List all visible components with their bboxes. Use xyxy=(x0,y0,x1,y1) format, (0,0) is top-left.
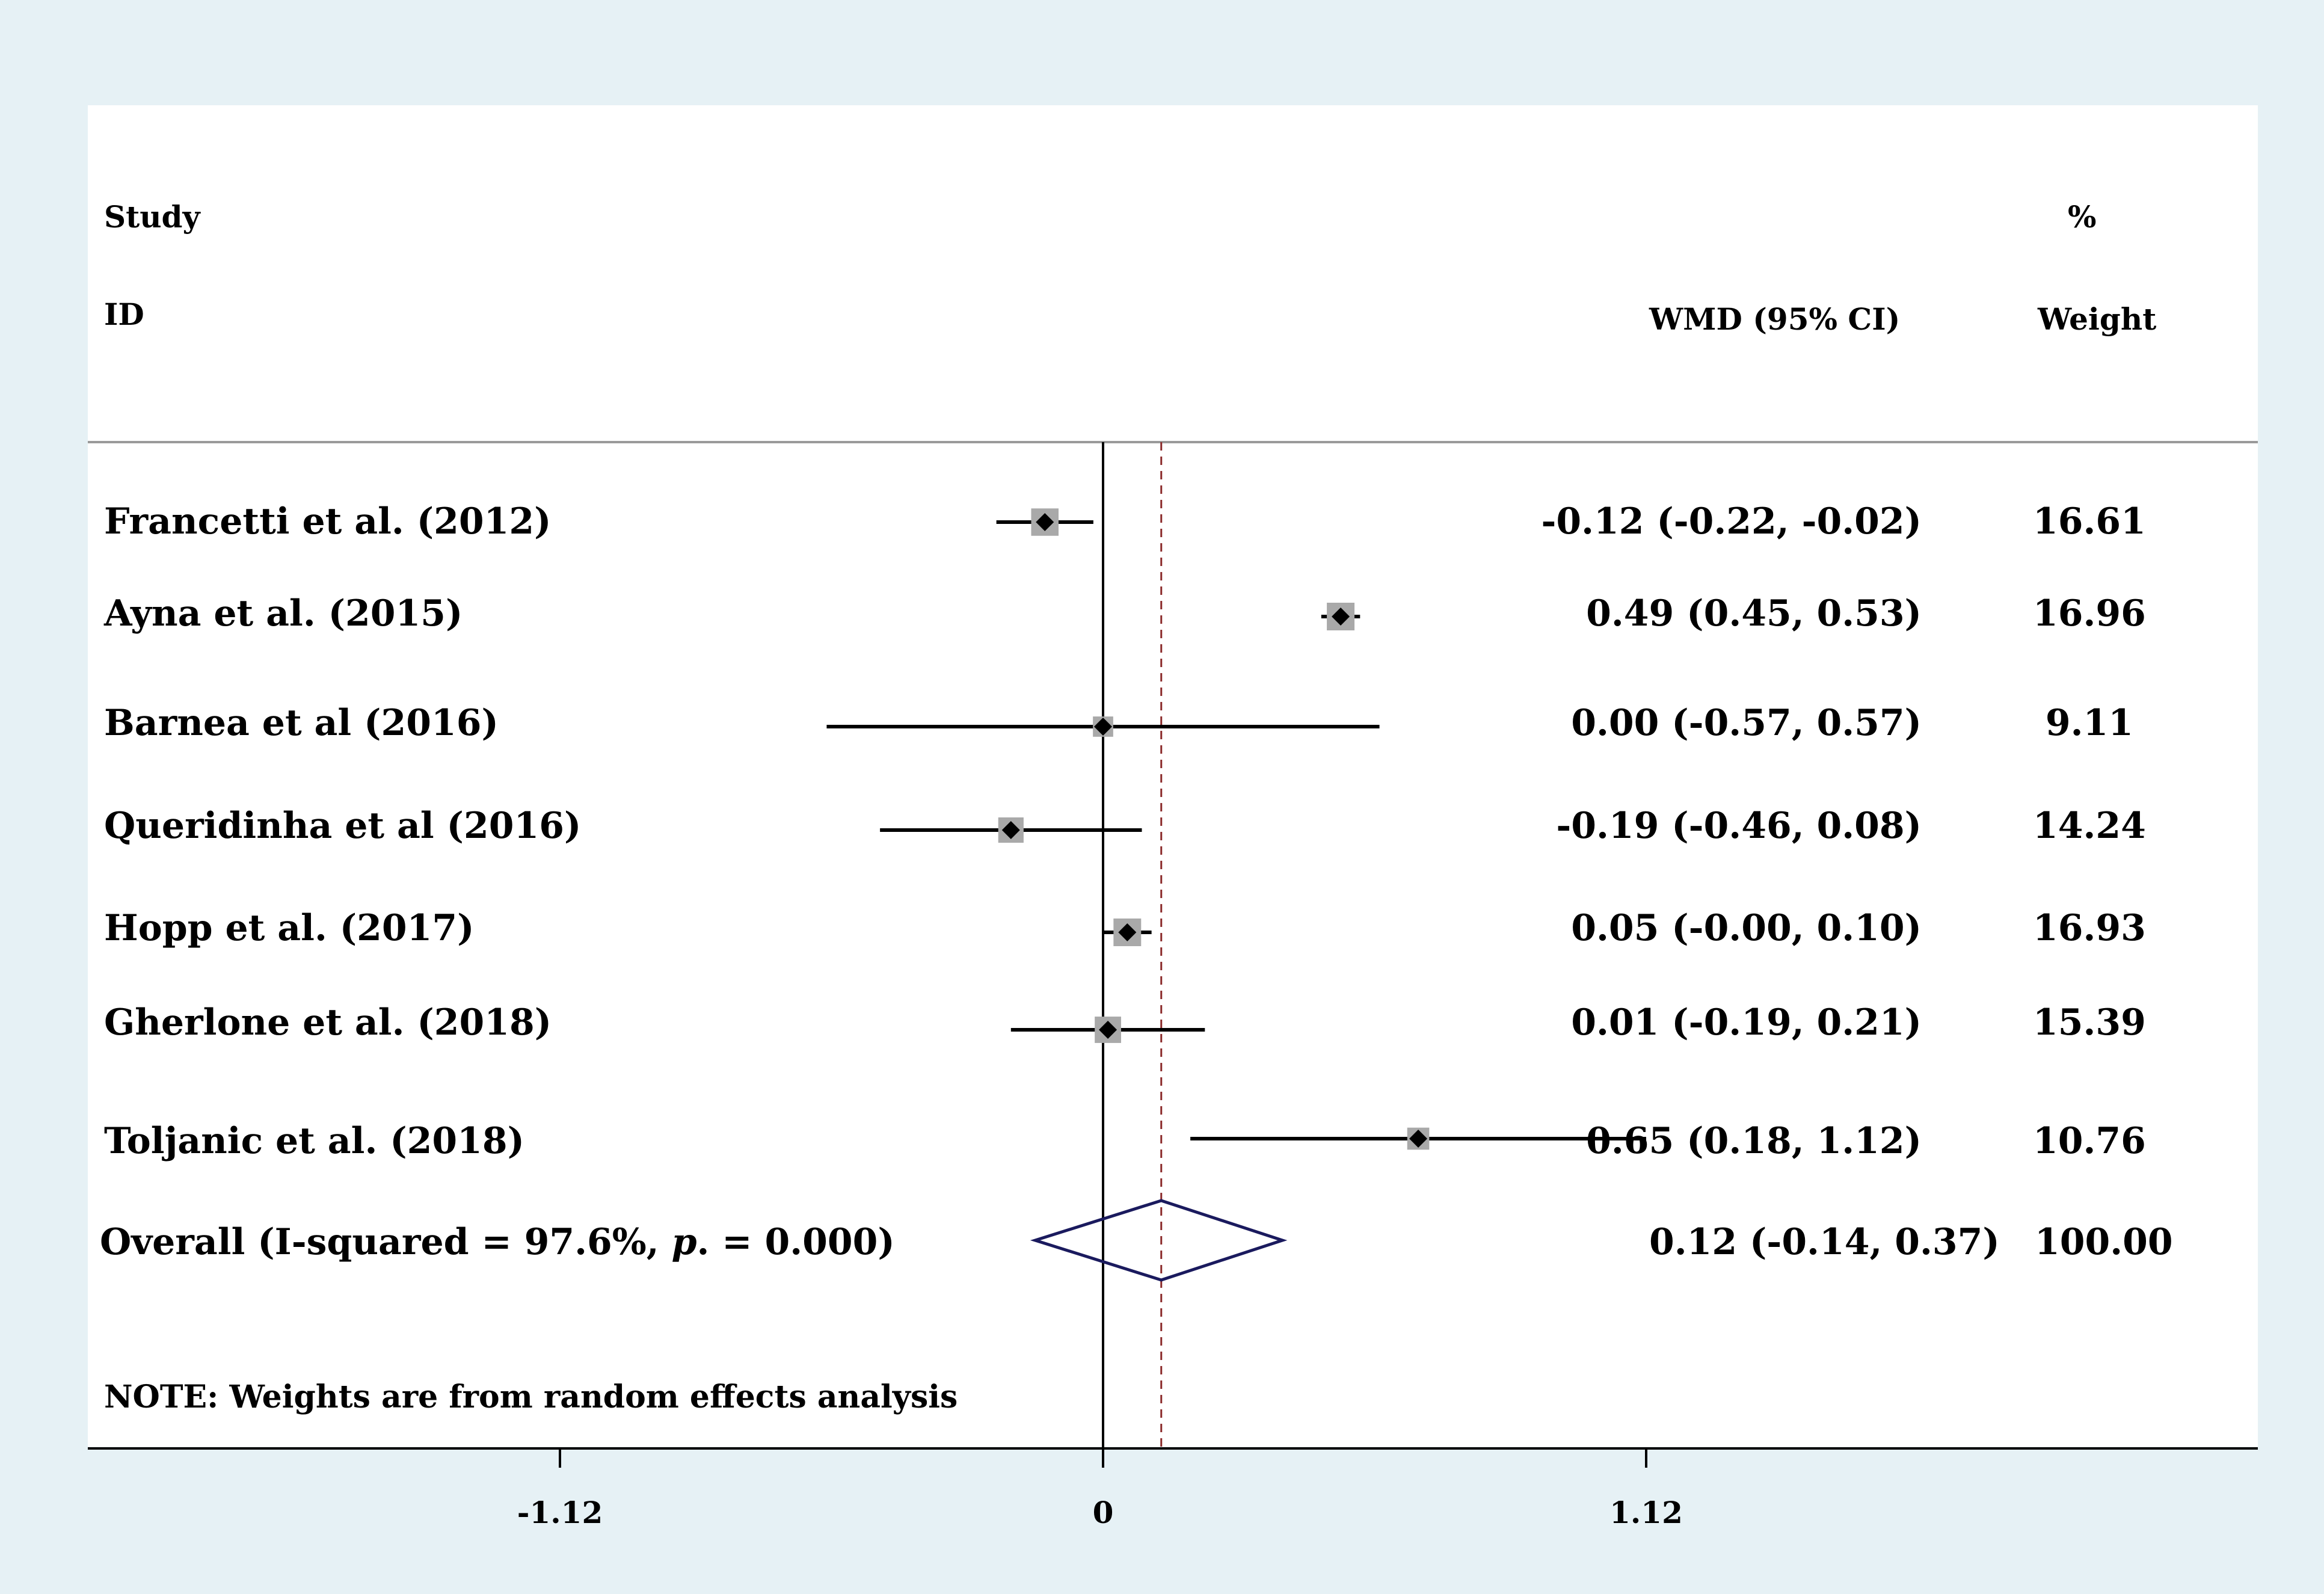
study-ci-text: 0.49 (0.45, 0.53) xyxy=(1586,592,1922,635)
study-label: Francetti et al. (2012) xyxy=(104,500,551,543)
header-weight-percent: % xyxy=(2068,199,2097,235)
point-estimate xyxy=(1036,513,1054,531)
study-label: Gherlone et al. (2018) xyxy=(104,1002,552,1044)
overall-label-prefix: Overall (I-squared = 97.6%, xyxy=(100,1221,672,1263)
forest-marks: Francetti et al. (2012) -0.12 (-0.22, -0.… xyxy=(103,442,2146,1448)
study-label: Ayna et al. (2015) xyxy=(103,592,463,635)
study-weight-text: 14.24 xyxy=(2033,805,2146,847)
point-estimate xyxy=(1332,608,1350,626)
study-ci-text: -0.12 (-0.22, -0.02) xyxy=(1541,500,1922,543)
plot-panel xyxy=(88,105,2258,1447)
study-ci-text: 0.01 (-0.19, 0.21) xyxy=(1571,1002,1922,1044)
point-estimate xyxy=(1409,1130,1428,1148)
study-weight-text: 16.61 xyxy=(2033,500,2146,543)
overall-weight-text: 100.00 xyxy=(2035,1221,2173,1263)
header-study: Study xyxy=(104,199,201,235)
point-estimate xyxy=(1094,718,1112,736)
point-estimate xyxy=(1001,821,1020,839)
study-ci-text: 0.65 (0.18, 1.12) xyxy=(1586,1120,1922,1162)
overall-diamond xyxy=(1030,1199,1288,1282)
study-ci-text: -0.19 (-0.46, 0.08) xyxy=(1556,805,1922,847)
study-weight-text: 9.11 xyxy=(2046,702,2133,744)
point-estimate xyxy=(1118,923,1137,941)
study-label: Queridinha et al (2016) xyxy=(104,805,581,847)
x-tick-label: 1.12 xyxy=(1609,1495,1683,1530)
study-ci-text: 0.05 (-0.00, 0.10) xyxy=(1571,907,1922,949)
study-label: Toljanic et al. (2018) xyxy=(104,1120,524,1162)
overall-label: Overall (I-squared = 97.6%, p. = 0.000) xyxy=(100,1221,895,1263)
header-effect-label: WMD (95% CI) xyxy=(1649,301,1900,337)
study-weight-text: 15.39 xyxy=(2033,1002,2146,1044)
point-estimate xyxy=(1099,1021,1117,1039)
study-weight-text: 10.76 xyxy=(2033,1120,2146,1162)
overall-ci-text: 0.12 (-0.14, 0.37) xyxy=(1649,1221,2000,1263)
x-axis-ticks: -1.12 0 1.12 xyxy=(517,1448,1683,1530)
overall-label-suffix: . = 0.000) xyxy=(697,1221,895,1263)
overall-label-p: p xyxy=(672,1221,697,1263)
study-label: Hopp et al. (2017) xyxy=(104,907,475,949)
study-ci-text: 0.00 (-0.57, 0.57) xyxy=(1571,702,1922,744)
study-label: Barnea et al (2016) xyxy=(104,702,499,744)
x-tick-label: 0 xyxy=(1093,1495,1114,1530)
header-weight: Weight xyxy=(2037,301,2156,337)
header-id: ID xyxy=(104,297,144,332)
note-text: NOTE: Weights are from random effects an… xyxy=(104,1379,958,1415)
study-weight-text: 16.93 xyxy=(2033,907,2146,949)
study-weight-text: 16.96 xyxy=(2033,592,2146,635)
x-tick-label: -1.12 xyxy=(517,1495,603,1530)
